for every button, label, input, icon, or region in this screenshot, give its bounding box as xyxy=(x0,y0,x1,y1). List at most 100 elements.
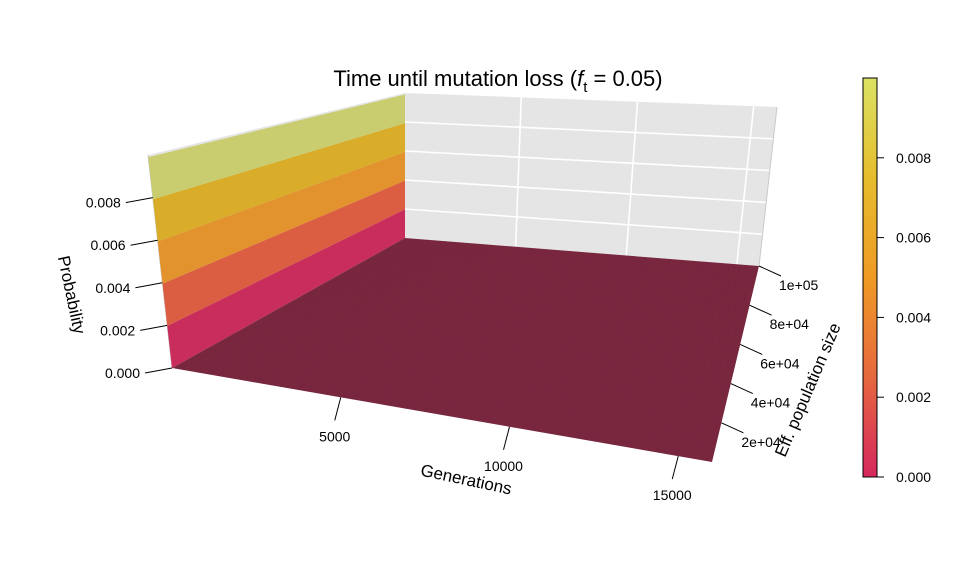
y-tick-label: 4e+04 xyxy=(751,395,791,411)
surface-edge-band xyxy=(152,123,405,242)
colorbar-tick-label: 0.000 xyxy=(896,469,931,485)
colorbar-tick-label: 0.008 xyxy=(896,150,931,166)
title-variable: f xyxy=(577,66,586,91)
wall-grid xyxy=(404,97,774,265)
colorbar-tick-label: 0.002 xyxy=(896,389,931,405)
back-wall-gridline-z xyxy=(404,179,767,204)
x-tick-label: 10000 xyxy=(484,458,523,474)
floor-mesh-line xyxy=(468,253,600,420)
surface-edge-band xyxy=(167,209,405,368)
y-tick-label: 6e+04 xyxy=(760,355,800,371)
floor-mesh-line xyxy=(306,244,494,392)
floor-mesh-line xyxy=(495,254,618,425)
back-wall-gridline-x xyxy=(625,101,639,256)
back-wall-gridline-z xyxy=(404,121,774,140)
floor-mesh-line xyxy=(594,259,683,442)
floor-mesh-line xyxy=(342,246,518,398)
floor-mesh-line xyxy=(684,264,742,458)
floor-mesh-line xyxy=(369,248,535,403)
floor-mesh-line xyxy=(531,256,642,431)
z-tick-label: 0.004 xyxy=(95,280,130,296)
floor-mesh-line xyxy=(648,262,718,452)
x-tick-label: 5000 xyxy=(319,428,350,444)
floor-mesh-line xyxy=(621,261,701,447)
floor-mesh-line xyxy=(414,250,565,411)
y-tick-mark xyxy=(758,265,782,277)
left-wall-outline xyxy=(147,154,173,369)
floor-mesh-line xyxy=(351,247,524,400)
surface-edge-band xyxy=(157,151,405,284)
back-wall-gridline-z xyxy=(404,150,770,172)
floor-mesh-line xyxy=(702,265,754,461)
floor-mesh-line xyxy=(261,242,465,384)
floor-mesh-line xyxy=(333,246,512,397)
floor-mesh-line xyxy=(387,249,547,406)
floor-mesh-line xyxy=(675,264,736,456)
x-tick-label: 15000 xyxy=(653,487,692,503)
floor-mesh-line xyxy=(612,260,695,445)
floor-mesh-line xyxy=(558,257,659,436)
floor-mesh-line xyxy=(540,257,648,433)
y-tick-label: 2e+04 xyxy=(741,434,781,450)
y-tick-mark xyxy=(739,343,763,355)
floor-mesh-line xyxy=(450,252,589,417)
back-wall-gridline-x xyxy=(736,106,755,265)
floor-mesh-line xyxy=(207,239,429,375)
x-tick-mark xyxy=(671,455,679,480)
floor-mesh-line xyxy=(324,245,506,395)
z-axis: Probability 0.000 0.002 0.004 0.006 0.008 xyxy=(54,195,173,381)
surface-edge-bands xyxy=(148,94,406,368)
z-tick-mark xyxy=(130,239,158,246)
back-wall-gridline-x xyxy=(514,97,523,247)
floor-mesh-line xyxy=(441,251,583,416)
floor-mesh-line xyxy=(270,242,471,386)
floor-mesh-line xyxy=(504,255,624,427)
floor-mesh-line xyxy=(405,249,559,409)
floor-mesh-line xyxy=(297,244,488,391)
y-axis-label: Eff. population size xyxy=(771,320,844,459)
surface-edge-band xyxy=(148,94,406,200)
floor-mesh-line xyxy=(522,256,636,430)
z-tick-mark xyxy=(144,367,173,374)
z-tick-label: 0.000 xyxy=(105,365,140,381)
floor-mesh xyxy=(180,238,754,461)
y-tick-mark xyxy=(721,422,744,434)
colorbar: 0.000 0.002 0.004 0.006 0.008 xyxy=(862,77,931,485)
floor-mesh-line xyxy=(198,239,423,373)
x-tick-mark xyxy=(503,426,510,450)
floor-mesh-line xyxy=(549,257,654,434)
floor-mesh-line xyxy=(396,249,553,408)
floor-mesh-line xyxy=(585,259,677,441)
floor-mesh-line xyxy=(180,238,412,370)
floor-mesh-line xyxy=(189,238,417,372)
y-tick-mark xyxy=(730,383,754,395)
back-wall-outline xyxy=(758,106,778,267)
chart-title: Time until mutation loss (ft = 0.05) xyxy=(333,66,662,96)
floor-mesh-line xyxy=(477,253,606,422)
floor-mesh-line xyxy=(234,241,447,380)
colorbar-gradient xyxy=(862,77,878,478)
floor-mesh-line xyxy=(360,247,530,402)
back-wall-gridline-z xyxy=(404,208,763,235)
colorbar-tick-label: 0.006 xyxy=(896,230,931,246)
x-tick-mark xyxy=(334,397,342,421)
floor-mesh-line xyxy=(693,265,748,459)
y-tick-label: 8e+04 xyxy=(770,316,810,332)
y-tick-label: 1e+05 xyxy=(779,277,819,293)
floor-mesh-line xyxy=(603,260,689,444)
floor-mesh-line xyxy=(513,255,630,428)
title-rest: = 0.05) xyxy=(587,66,662,91)
z-tick-mark xyxy=(125,197,153,204)
floor-mesh-line xyxy=(243,241,453,381)
floor-mesh-line xyxy=(279,243,476,388)
floor-mesh-line xyxy=(378,248,541,405)
floor-mesh-line xyxy=(459,252,594,419)
z-tick-mark xyxy=(135,282,163,289)
surface-edge-band xyxy=(162,180,405,326)
floor-mesh-line xyxy=(486,254,612,423)
floor-mesh-line xyxy=(216,240,435,377)
y-tick-mark xyxy=(749,304,772,316)
floor-mesh-line xyxy=(576,258,671,439)
z-tick-label: 0.002 xyxy=(100,322,135,338)
